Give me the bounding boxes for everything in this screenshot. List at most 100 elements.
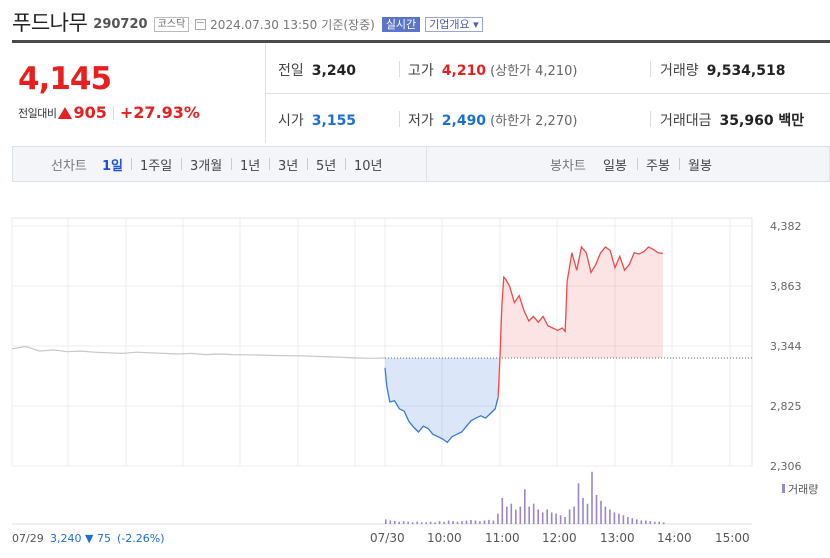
volume-bar: [577, 483, 580, 524]
volume-bar: [537, 509, 539, 524]
upper-limit: (상한가 4,210): [490, 64, 578, 79]
lower-limit: (하한가 2,270): [490, 114, 578, 129]
tabs-divider: [426, 147, 427, 181]
volume-label: 거래량: [660, 63, 699, 79]
tab-3m[interactable]: 3개월: [190, 159, 223, 174]
market-badge: 코스닥: [153, 16, 190, 32]
volume-bar: [402, 521, 405, 524]
volume-bar: [524, 489, 526, 524]
volume-bar: [559, 515, 562, 524]
volume-bar: [662, 522, 665, 524]
low-price: 저가 2,490 (하한가 2,270): [408, 110, 577, 130]
tab-weekly-candle[interactable]: 주봉: [646, 159, 670, 174]
prev-close-label: 전일: [278, 63, 304, 79]
volume-bar: [519, 506, 522, 524]
stock-name: 푸드나무: [12, 11, 88, 35]
volume-bar: [443, 521, 445, 524]
price-change: 전일대비 905 +27.93%: [18, 103, 200, 122]
stock-header: 푸드나무 290720 코스닥 2024.07.30 13:50 기준(장중) …: [12, 8, 483, 36]
volume-bar: [447, 520, 450, 524]
quote-datetime: 2024.07.30 13:50: [210, 17, 318, 32]
volume-bar: [416, 521, 418, 524]
tab-1w[interactable]: 1주일: [140, 159, 173, 174]
tab-separator: [307, 158, 308, 170]
volume-bar: [420, 522, 423, 524]
volume-bar: [479, 521, 481, 524]
volume-bar: [555, 513, 557, 524]
volume-bar: [573, 506, 575, 524]
company-info-dropdown[interactable]: 기업개요 ▾: [425, 16, 483, 32]
tab-5y[interactable]: 5년: [316, 159, 337, 174]
volume-bar: [411, 522, 414, 524]
change-rate: +27.93%: [119, 103, 200, 122]
volume-bar: [618, 513, 620, 524]
volume-bar: [645, 520, 647, 524]
volume-bar: [438, 521, 441, 524]
cell-divider: [399, 61, 400, 77]
tab-daily-candle[interactable]: 일봉: [603, 159, 627, 174]
prev-day-line: [11, 345, 386, 359]
prev-day-change: ▼ 75: [85, 532, 111, 545]
tab-separator: [181, 158, 182, 170]
down-segment-line: [384, 367, 499, 444]
price-chart[interactable]: 4,382 3,863 3,344 2,825 2,306 거래량 07/30 10:00 11…: [0, 182, 830, 558]
open-value: 3,155: [311, 113, 357, 129]
chart-period-tabs: 선차트 1일 1주일 3개월 1년 3년 5년 10년 봉차트 일봉 주봉 월봉: [12, 146, 830, 182]
tab-1y[interactable]: 1년: [240, 159, 261, 174]
candle-chart-label: 봉차트: [550, 159, 586, 174]
x-tick-label: 11:00: [485, 531, 520, 545]
down-segment-area: [385, 358, 499, 443]
volume-bar: [550, 512, 553, 524]
volume-bar: [631, 518, 634, 524]
realtime-button[interactable]: 실시간: [381, 16, 421, 32]
x-tick-label: 15:00: [715, 531, 750, 545]
volume-bar: [506, 506, 508, 524]
tab-1d[interactable]: 1일: [102, 159, 124, 174]
up-segment-area: [498, 247, 663, 398]
cell-divider: [399, 111, 400, 127]
trade-amount: 거래대금 35,960 백만: [660, 110, 804, 130]
volume-bar: [461, 521, 463, 524]
volume-bar: [654, 521, 656, 524]
volume-bar: [627, 517, 629, 524]
volume-bar: [456, 521, 459, 524]
change-divider: [112, 105, 114, 120]
tab-separator: [131, 158, 132, 170]
volume-bar: [398, 521, 400, 524]
change-value: 905: [73, 103, 107, 122]
tab-separator: [345, 158, 346, 170]
volume-legend-swatch: [782, 484, 785, 493]
volume-bar: [613, 512, 616, 524]
tab-3y[interactable]: 3년: [278, 159, 299, 174]
volume-bar: [470, 519, 472, 524]
volume-bar: [568, 509, 571, 524]
volume-bar: [497, 513, 499, 524]
volume-bar: [640, 520, 643, 524]
volume-bar: [622, 515, 625, 524]
volume-bar: [407, 521, 409, 524]
volume-bar: [600, 500, 602, 524]
line-chart-label: 선차트: [51, 159, 87, 174]
tab-separator: [269, 158, 270, 170]
open-price: 시가 3,155: [278, 110, 356, 130]
x-tick-label: 07/30: [370, 531, 405, 545]
volume-bar: [515, 509, 517, 524]
volume-bar: [564, 517, 566, 524]
volume-bar: [586, 503, 589, 524]
x-tick-label: 10:00: [427, 531, 462, 545]
quote-basis: 기준(장중): [321, 18, 375, 32]
x-tick-label: 14:00: [657, 531, 692, 545]
high-price: 고가 4,210 (상한가 4,210): [408, 60, 577, 80]
tab-separator: [231, 158, 232, 170]
volume-bar: [501, 497, 504, 524]
volume-bar: [649, 521, 652, 524]
prev-close: 전일 3,240: [278, 60, 356, 80]
stock-code: 290720: [93, 17, 148, 32]
volume-bar: [394, 521, 396, 524]
volume-bar: [385, 519, 387, 524]
tab-monthly-candle[interactable]: 월봉: [688, 159, 712, 174]
volume-bar: [658, 521, 660, 524]
prev-day-date: 07/29: [12, 532, 44, 545]
tab-10y[interactable]: 10년: [354, 159, 383, 174]
price-summary: 4,145 전일대비 905 +27.93% 전일 3,240 고가 4,210…: [12, 43, 830, 143]
